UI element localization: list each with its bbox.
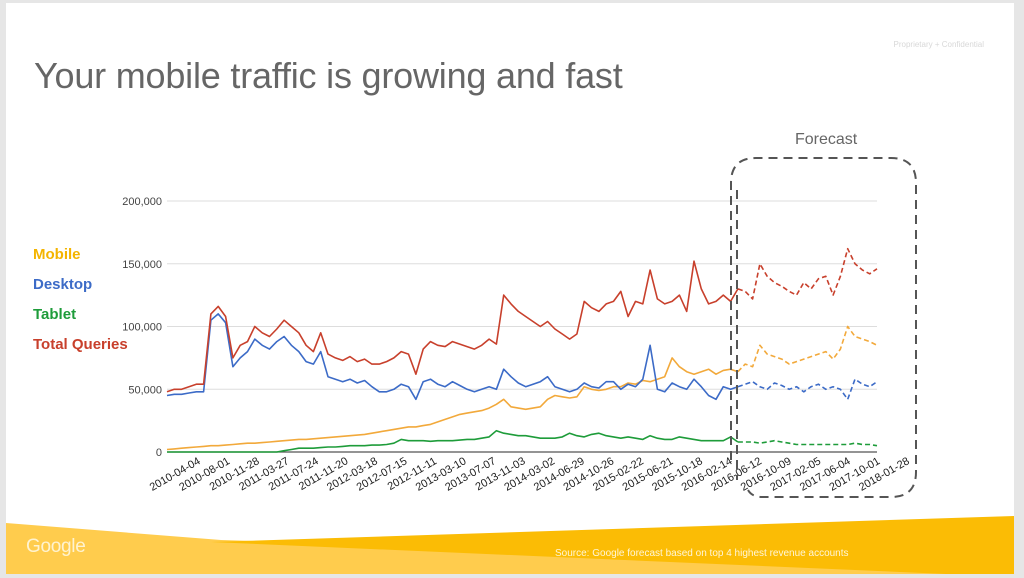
y-tick-label: 200,000 [122, 196, 162, 208]
forecast-region-outline [730, 157, 917, 498]
google-logo: Google [26, 536, 86, 557]
footer-banner [6, 516, 1014, 574]
legend-mobile: Mobile [33, 246, 81, 263]
source-note: Source: Google forecast based on top 4 h… [555, 548, 849, 559]
legend-total-queries: Total Queries [33, 336, 128, 353]
y-tick-label: 0 [156, 447, 162, 459]
series-line-mobile [166, 357, 739, 451]
series-line-total [166, 260, 739, 393]
y-tick-label: 150,000 [122, 259, 162, 271]
footer-dark-band [211, 516, 1014, 574]
confidential-label: Proprietary + Confidential [893, 40, 985, 49]
page-title: Your mobile traffic is growing and fast [34, 55, 623, 96]
slide: Proprietary + Confidential Your mobile t… [6, 3, 1014, 574]
series-forecast-line-tablet [737, 439, 878, 447]
forecast-label: Forecast [795, 131, 858, 148]
series-line-desktop [166, 313, 739, 401]
legend-tablet: Tablet [33, 306, 77, 323]
series-forecast-line-total [737, 247, 878, 300]
y-tick-label: 50,000 [128, 384, 162, 396]
chart-legend: Mobile Desktop Tablet Total Queries [33, 240, 128, 360]
series-line-tablet [167, 429, 739, 453]
series-forecast-line-desktop [737, 378, 878, 401]
series-forecast-line-mobile [737, 325, 878, 373]
legend-desktop: Desktop [33, 276, 93, 293]
y-tick-label: 100,000 [122, 322, 162, 334]
